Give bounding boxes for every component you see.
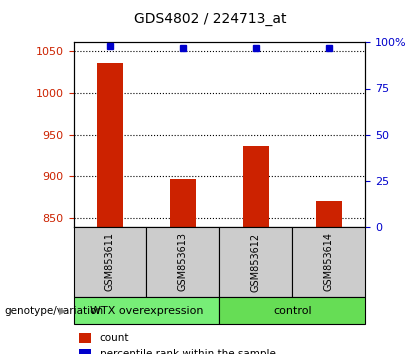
FancyBboxPatch shape bbox=[74, 227, 147, 297]
Text: genotype/variation: genotype/variation bbox=[4, 306, 103, 316]
Text: WTX overexpression: WTX overexpression bbox=[90, 306, 203, 316]
FancyBboxPatch shape bbox=[220, 227, 292, 297]
FancyBboxPatch shape bbox=[147, 227, 220, 297]
Text: GSM853613: GSM853613 bbox=[178, 233, 188, 291]
Text: GSM853611: GSM853611 bbox=[105, 233, 115, 291]
Bar bbox=[170, 179, 196, 227]
Text: percentile rank within the sample: percentile rank within the sample bbox=[100, 349, 276, 354]
Text: GSM853612: GSM853612 bbox=[251, 232, 261, 292]
Bar bbox=[243, 146, 269, 227]
Text: control: control bbox=[273, 306, 312, 316]
Bar bbox=[79, 333, 91, 343]
Text: count: count bbox=[100, 333, 129, 343]
Bar bbox=[316, 201, 342, 227]
FancyBboxPatch shape bbox=[292, 227, 365, 297]
Bar bbox=[97, 63, 123, 227]
Bar bbox=[79, 349, 91, 354]
Text: GDS4802 / 224713_at: GDS4802 / 224713_at bbox=[134, 12, 286, 27]
FancyBboxPatch shape bbox=[74, 297, 220, 324]
Text: ▶: ▶ bbox=[59, 306, 67, 316]
Text: GSM853614: GSM853614 bbox=[324, 233, 334, 291]
FancyBboxPatch shape bbox=[220, 297, 365, 324]
